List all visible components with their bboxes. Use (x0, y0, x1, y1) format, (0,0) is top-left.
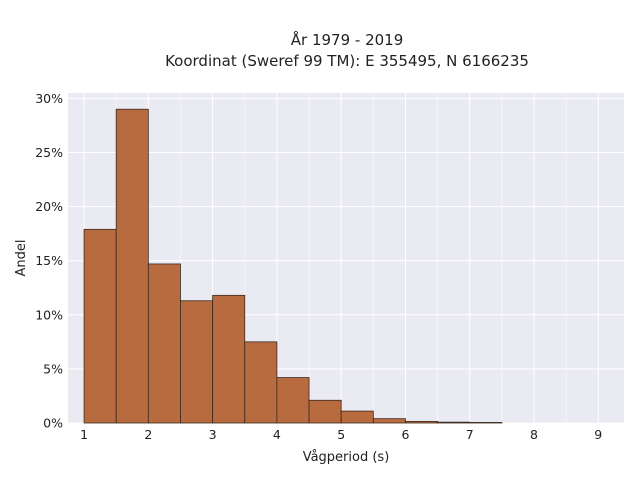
x-tick-label: 1 (80, 427, 88, 442)
x-tick-label: 2 (144, 427, 152, 442)
x-axis-label: Vågperiod (s) (303, 450, 390, 465)
x-tick-label: 9 (594, 427, 602, 442)
x-tick-label: 4 (273, 427, 281, 442)
y-tick-label: 5% (43, 361, 63, 376)
y-axis-label: Andel (14, 240, 29, 277)
x-tick-label: 8 (530, 427, 538, 442)
y-tick-label: 30% (35, 91, 63, 106)
y-tick-label: 0% (43, 416, 63, 431)
x-tick-label: 6 (401, 427, 409, 442)
histogram-bar (276, 377, 310, 424)
x-tick-label: 5 (337, 427, 345, 442)
y-tick-label: 10% (35, 307, 63, 322)
histogram-bar (212, 294, 246, 424)
histogram-bar (115, 108, 149, 424)
histogram-bar (405, 420, 438, 424)
histogram-bar (308, 399, 342, 424)
histogram-bar (83, 228, 117, 424)
y-tick-label: 25% (35, 145, 63, 160)
x-tick-label: 3 (209, 427, 217, 442)
histogram-bar (340, 410, 374, 424)
histogram-bar (244, 341, 278, 424)
chart-title-line-2: Koordinat (Sweref 99 TM): E 355495, N 61… (165, 52, 529, 70)
chart-title-line-1: År 1979 - 2019 (291, 30, 404, 49)
histogram-bar (147, 263, 181, 424)
histogram-bar (437, 421, 471, 424)
bars (83, 108, 503, 424)
y-tick-label: 20% (35, 199, 63, 214)
x-axis-ticks: 1 2 3 4 5 6 7 8 9 (80, 427, 602, 442)
x-tick-label: 7 (466, 427, 474, 442)
histogram-bar (180, 300, 214, 424)
y-tick-label: 15% (35, 253, 63, 268)
histogram-bar (372, 418, 406, 424)
y-axis-ticks: 0% 5% 10% 15% 20% 25% 30% (35, 91, 63, 431)
histogram-bar (469, 422, 503, 424)
